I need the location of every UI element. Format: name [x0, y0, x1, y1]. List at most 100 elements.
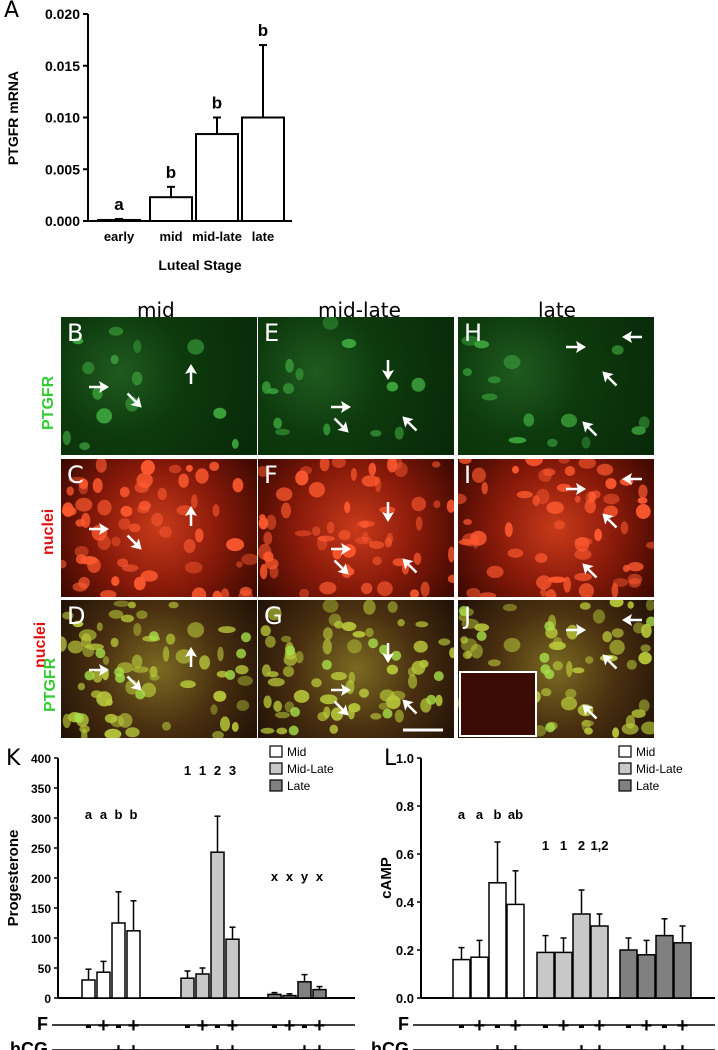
f-sign: +: [558, 1015, 570, 1037]
micrograph-nuclei-image: [458, 459, 654, 597]
panel-k-letter: K: [6, 746, 21, 771]
hcg-sign: -: [85, 1040, 92, 1050]
arrow-icon: [582, 704, 598, 720]
bar-mid: [470, 956, 489, 999]
panel-letter: G: [264, 602, 283, 630]
panel-l-chart: 0.00.20.40.60.81.0cAMPa--a+-b-+ab++1--1+…: [371, 745, 715, 1050]
x-tick-label: mid-late: [192, 229, 242, 244]
hcg-sign: +: [510, 1040, 522, 1050]
micrograph-merge-image: [260, 600, 454, 736]
bar-mid-late: [210, 851, 225, 999]
f-sign: -: [214, 1015, 221, 1037]
bar-late: [241, 116, 285, 222]
y-tick-label: 50: [38, 962, 52, 976]
y-tick-label: 0.6: [396, 847, 414, 862]
hcg-sign: +: [492, 1040, 504, 1050]
hcg-sign: -: [560, 1040, 567, 1050]
panel-letter: F: [264, 461, 278, 489]
y-axis-label: PTGFR mRNA: [5, 71, 21, 165]
arrow-icon: [89, 523, 109, 535]
bar-mid: [149, 196, 193, 223]
x-tick-label: early: [104, 229, 135, 244]
bar-late: [297, 981, 312, 999]
significance-label: x: [286, 869, 294, 884]
arrow-icon: [566, 624, 586, 636]
micrograph-G: G: [258, 600, 454, 738]
legend-label: Late: [287, 779, 311, 793]
significance-label: 3: [229, 763, 236, 778]
bar-late: [312, 988, 327, 999]
arrow-icon: [402, 416, 418, 432]
arrow-icon: [331, 543, 351, 555]
legend-label: Mid: [636, 745, 655, 759]
legend-swatch-late: [269, 779, 283, 792]
arrow-icon: [333, 417, 349, 433]
f-sign: -: [661, 1015, 668, 1037]
f-sign: -: [85, 1015, 92, 1037]
significance-label: a: [458, 807, 466, 822]
bar-mid: [81, 979, 96, 999]
row-label-ptgfr-merge: PTGFR: [42, 657, 59, 712]
arrow-icon: [89, 664, 109, 676]
panel-letter: B: [67, 319, 84, 347]
hcg-sign: -: [271, 1040, 278, 1050]
y-tick-label: 0.4: [396, 895, 415, 910]
micrograph-I: I: [458, 459, 654, 597]
row-label-hcg: hCG: [371, 1039, 409, 1050]
f-sign: +: [314, 1015, 326, 1037]
micrograph-F: F: [258, 459, 454, 597]
panel-letter: H: [464, 319, 483, 347]
micrograph-ptgfr-image: [461, 331, 650, 449]
bar-mid-late: [195, 133, 239, 222]
arrow-icon: [566, 341, 586, 353]
legend-swatch-mid: [269, 745, 283, 758]
significance-label: a: [100, 807, 108, 822]
bar-mid: [126, 930, 141, 999]
arrow-icon: [582, 421, 598, 437]
y-axis-label: cAMP: [378, 857, 395, 899]
significance-letter: b: [212, 94, 222, 113]
significance-label: 1: [542, 838, 549, 853]
y-tick-label: 0.010: [45, 110, 80, 126]
legend-swatch-mid: [618, 745, 632, 758]
bar-late: [282, 994, 297, 999]
y-tick-label: 0.2: [396, 943, 414, 958]
y-tick-label: 0.000: [45, 213, 80, 229]
hcg-sign: +: [212, 1040, 224, 1050]
micrograph-C: C: [61, 459, 257, 597]
x-axis-label: Luteal Stage: [158, 257, 241, 273]
micrograph-B: B: [61, 317, 257, 455]
y-tick-label: 150: [31, 902, 51, 916]
f-sign: -: [625, 1015, 632, 1037]
arrow-icon: [582, 563, 598, 579]
arrow-icon: [382, 643, 394, 663]
micrograph-E: E: [258, 317, 454, 455]
significance-label: x: [271, 869, 279, 884]
significance-label: 1: [184, 763, 191, 778]
arrow-icon: [622, 331, 642, 343]
f-sign: -: [301, 1015, 308, 1037]
f-sign: -: [115, 1015, 122, 1037]
micrograph-D: D: [61, 600, 257, 738]
row-label-nuclei: nuclei: [40, 508, 57, 555]
hcg-sign: +: [227, 1040, 239, 1050]
bar-late: [267, 993, 282, 999]
hcg-sign: -: [476, 1040, 483, 1050]
micrograph-H: H: [458, 317, 654, 455]
arrow-icon: [185, 364, 197, 384]
hcg-sign: +: [677, 1040, 689, 1050]
bar-late: [619, 949, 638, 999]
bar-mid: [452, 958, 471, 999]
arrow-icon: [333, 559, 349, 575]
f-sign: +: [98, 1015, 110, 1037]
f-sign: +: [474, 1015, 486, 1037]
legend-swatch-late: [618, 779, 632, 792]
significance-label: 1,2: [590, 838, 608, 853]
bar-late: [655, 934, 674, 999]
significance-letter: a: [114, 195, 124, 214]
arrow-icon: [89, 381, 109, 393]
legend-label: Late: [636, 779, 660, 793]
legend-label: Mid-Late: [287, 762, 334, 776]
hcg-sign: +: [314, 1040, 326, 1050]
f-sign: +: [641, 1015, 653, 1037]
